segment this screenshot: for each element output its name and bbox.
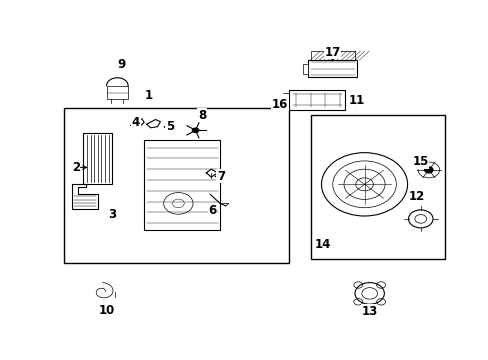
Circle shape	[191, 127, 199, 133]
Text: 13: 13	[361, 305, 377, 318]
Text: 6: 6	[208, 204, 216, 217]
Bar	[144, 140, 220, 230]
Text: 2: 2	[72, 161, 80, 174]
Text: 15: 15	[411, 156, 428, 168]
Text: 9: 9	[117, 58, 125, 71]
Text: 3: 3	[108, 208, 116, 221]
Text: 14: 14	[314, 238, 330, 251]
Bar	[83, 133, 112, 184]
Bar	[106, 86, 128, 99]
Text: 7: 7	[217, 170, 224, 183]
Text: 5: 5	[166, 120, 174, 132]
Bar	[307, 60, 356, 77]
Text: 17: 17	[324, 46, 340, 59]
Bar	[288, 90, 344, 110]
Bar	[303, 64, 307, 74]
Text: 1: 1	[145, 89, 153, 102]
Bar	[310, 115, 444, 259]
Text: 11: 11	[348, 94, 365, 107]
Text: 16: 16	[271, 98, 288, 111]
Circle shape	[355, 178, 373, 191]
Text: 4: 4	[132, 116, 140, 129]
Bar	[310, 51, 354, 60]
Text: 8: 8	[198, 109, 205, 122]
Text: 12: 12	[408, 190, 425, 203]
Bar	[63, 108, 288, 263]
Text: 10: 10	[98, 304, 115, 317]
Circle shape	[423, 166, 433, 174]
